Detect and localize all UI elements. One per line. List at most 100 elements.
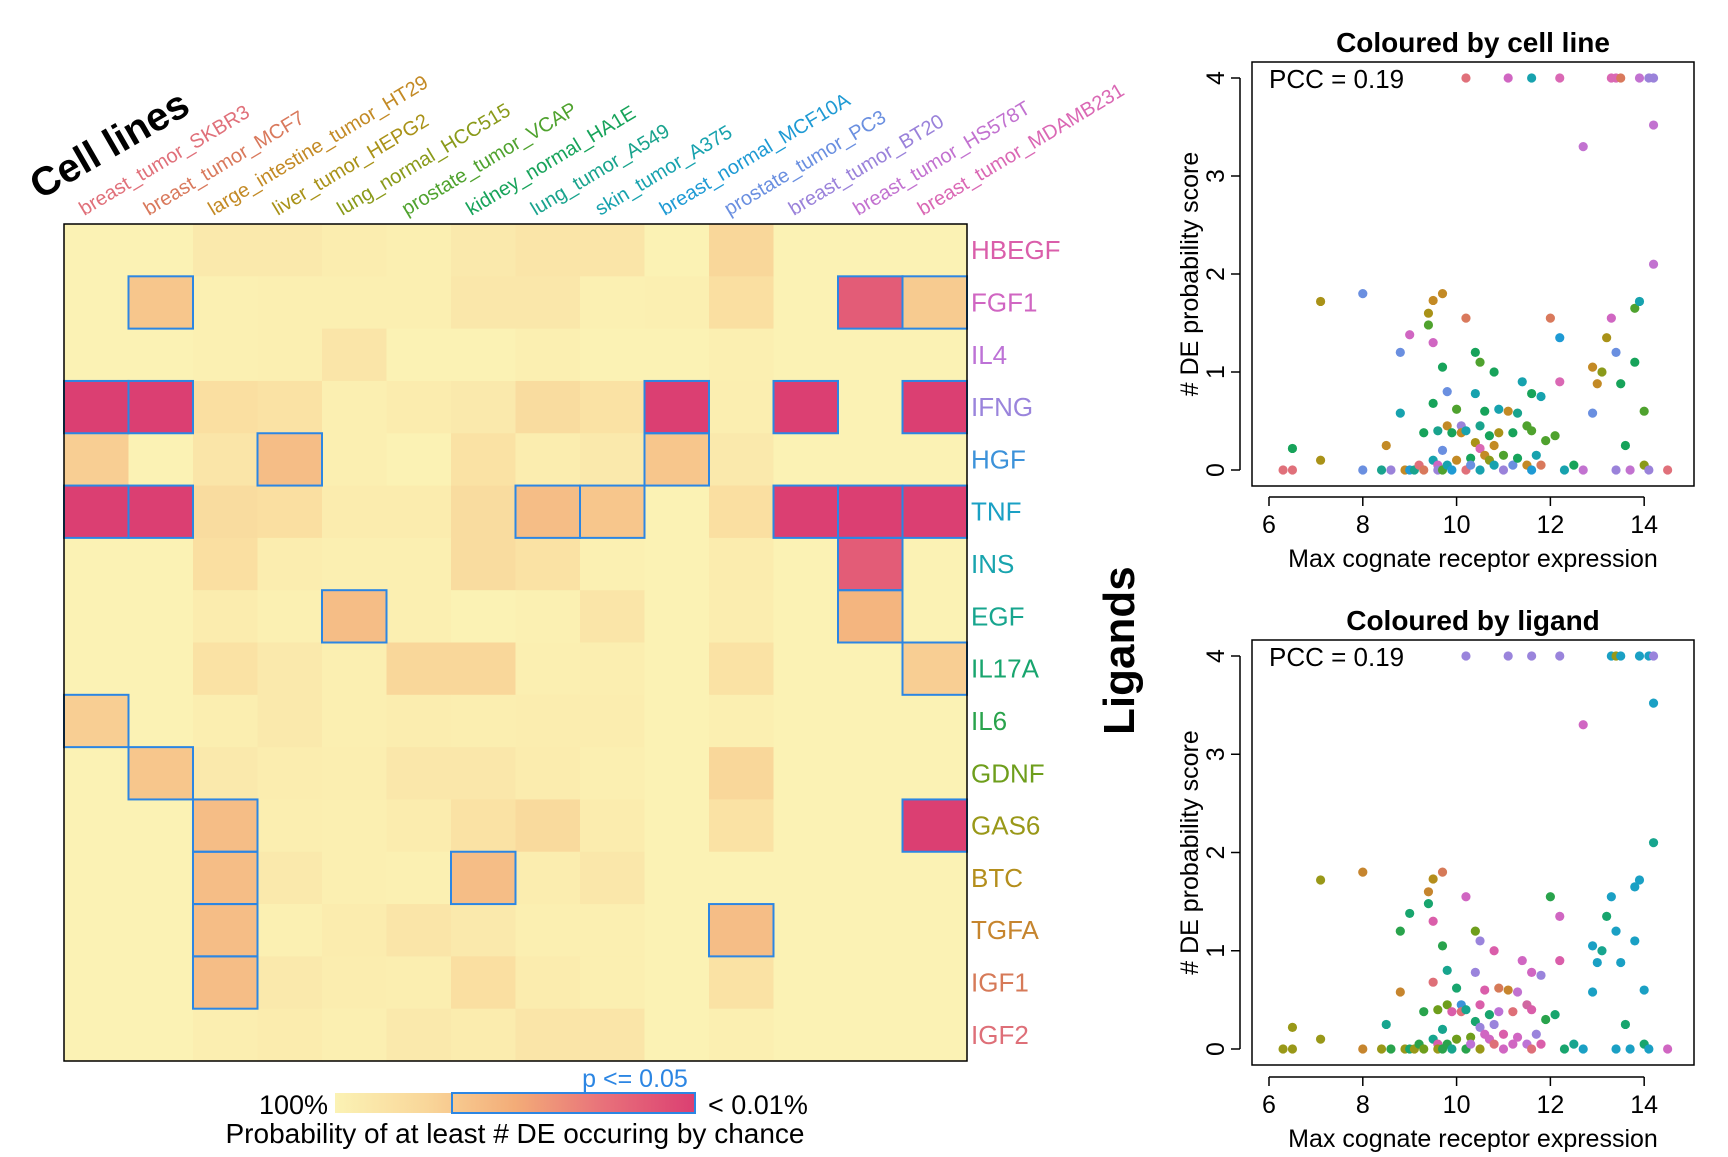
heatmap-cell <box>773 380 839 434</box>
scatter-point <box>1611 347 1621 357</box>
heatmap-cell <box>128 956 194 1010</box>
heatmap-cell <box>128 642 194 696</box>
scatter-point <box>1527 1005 1537 1015</box>
heatmap-cell <box>515 904 581 957</box>
scatter-point <box>1437 362 1448 372</box>
scatter-point <box>1489 440 1499 451</box>
heatmap-cell <box>580 276 646 330</box>
scatter-point <box>1569 460 1579 470</box>
scatter-point <box>1466 460 1476 470</box>
scatter-point <box>1395 347 1405 357</box>
row-label: IL6 <box>971 706 1007 736</box>
x-tick-label: 8 <box>1356 1091 1370 1119</box>
scatter-point <box>1428 398 1438 408</box>
scatter-point <box>1555 911 1565 921</box>
scatter-point <box>1395 926 1405 936</box>
y-tick-label: 2 <box>1202 846 1230 860</box>
y-axis-label: # DE probability score <box>1176 730 1204 975</box>
scatter-point <box>1536 391 1546 402</box>
row-label: HGF <box>971 444 1026 474</box>
heatmap-cell <box>451 799 517 853</box>
heatmap-cell <box>322 380 388 434</box>
scatter-point <box>1437 289 1448 299</box>
scatter-point <box>1555 651 1565 661</box>
heatmap-cell <box>515 380 581 434</box>
heatmap-cell <box>257 956 323 1010</box>
scatter-point <box>1484 431 1495 441</box>
heatmap-cell <box>515 224 581 277</box>
scatter-point <box>1648 698 1659 708</box>
scatter-point <box>1470 967 1480 977</box>
scatter-point <box>1616 379 1626 389</box>
heatmap-cell <box>322 1008 388 1062</box>
heatmap-cell <box>451 747 517 801</box>
heatmap-cell <box>128 904 194 957</box>
heatmap-cell <box>128 590 194 644</box>
heatmap-cell <box>580 380 646 434</box>
row-label: IL4 <box>971 340 1007 370</box>
heatmap-cell <box>580 485 646 539</box>
scatter-point <box>1466 1032 1476 1042</box>
heatmap-cell <box>193 1008 259 1062</box>
heatmap-cell <box>515 799 581 853</box>
heatmap-cell <box>128 224 194 277</box>
heatmap-cell <box>773 1008 839 1062</box>
scatter-point <box>1498 1044 1509 1054</box>
scatter-point <box>1437 445 1448 455</box>
heatmap-cell <box>193 485 259 539</box>
scatter-point <box>1287 443 1298 454</box>
heatmap-cell <box>773 642 839 696</box>
scatter-point <box>1578 1044 1588 1054</box>
significance-box <box>256 432 323 487</box>
scatter-point <box>1442 387 1452 397</box>
scatter-point <box>1597 946 1607 956</box>
heatmap-cell <box>773 276 839 330</box>
scatter-point <box>1555 377 1565 387</box>
heatmap-cell <box>128 747 194 801</box>
scatter-point <box>1634 296 1645 307</box>
heatmap-column-labels: breast_tumor_SKBR3breast_tumor_MCF7large… <box>75 71 1128 220</box>
heatmap-cell <box>64 433 130 487</box>
heatmap-cell <box>580 799 646 853</box>
heatmap-cell <box>257 224 323 277</box>
heatmap-cell <box>773 851 839 905</box>
scatter-point <box>1489 946 1499 956</box>
scatter-point <box>1620 440 1631 451</box>
x-axis-label: Max cognate receptor expression <box>1288 545 1658 573</box>
heatmap-cell <box>644 1008 710 1062</box>
scatter-point <box>1489 460 1499 470</box>
heatmap-cell <box>193 904 259 957</box>
heatmap-cell <box>322 799 388 853</box>
heatmap-cell <box>709 590 775 644</box>
scatter-point <box>1423 898 1434 909</box>
heatmap-cell <box>580 224 646 277</box>
scatter-point <box>1508 428 1518 438</box>
heatmap-cell <box>515 956 581 1010</box>
x-tick-label: 12 <box>1536 1091 1564 1119</box>
heatmap-cell <box>451 433 517 487</box>
scatter-point <box>1611 926 1621 936</box>
heatmap-cell <box>709 956 775 1010</box>
y-tick-label: 0 <box>1202 463 1230 477</box>
heatmap-cell <box>838 224 904 277</box>
heatmap-cell <box>128 694 194 748</box>
heatmap-cell <box>902 904 968 957</box>
heatmap-cell <box>386 485 452 539</box>
heatmap-cell <box>257 590 323 644</box>
scatter-point <box>1517 377 1527 387</box>
row-label: GAS6 <box>971 811 1040 841</box>
heatmap-cell <box>515 590 581 644</box>
heatmap-cell <box>193 590 259 644</box>
scatter-point <box>1494 1007 1504 1017</box>
heatmap-cell <box>386 851 452 905</box>
heatmap-cell <box>773 485 839 539</box>
scatter-point <box>1512 408 1523 418</box>
heatmap-cell <box>451 380 517 434</box>
scatter-point <box>1527 1044 1537 1054</box>
heatmap-cell <box>451 328 517 382</box>
heatmap-cell <box>515 747 581 801</box>
scatter-point <box>1587 362 1598 372</box>
heatmap-cell <box>193 642 259 696</box>
